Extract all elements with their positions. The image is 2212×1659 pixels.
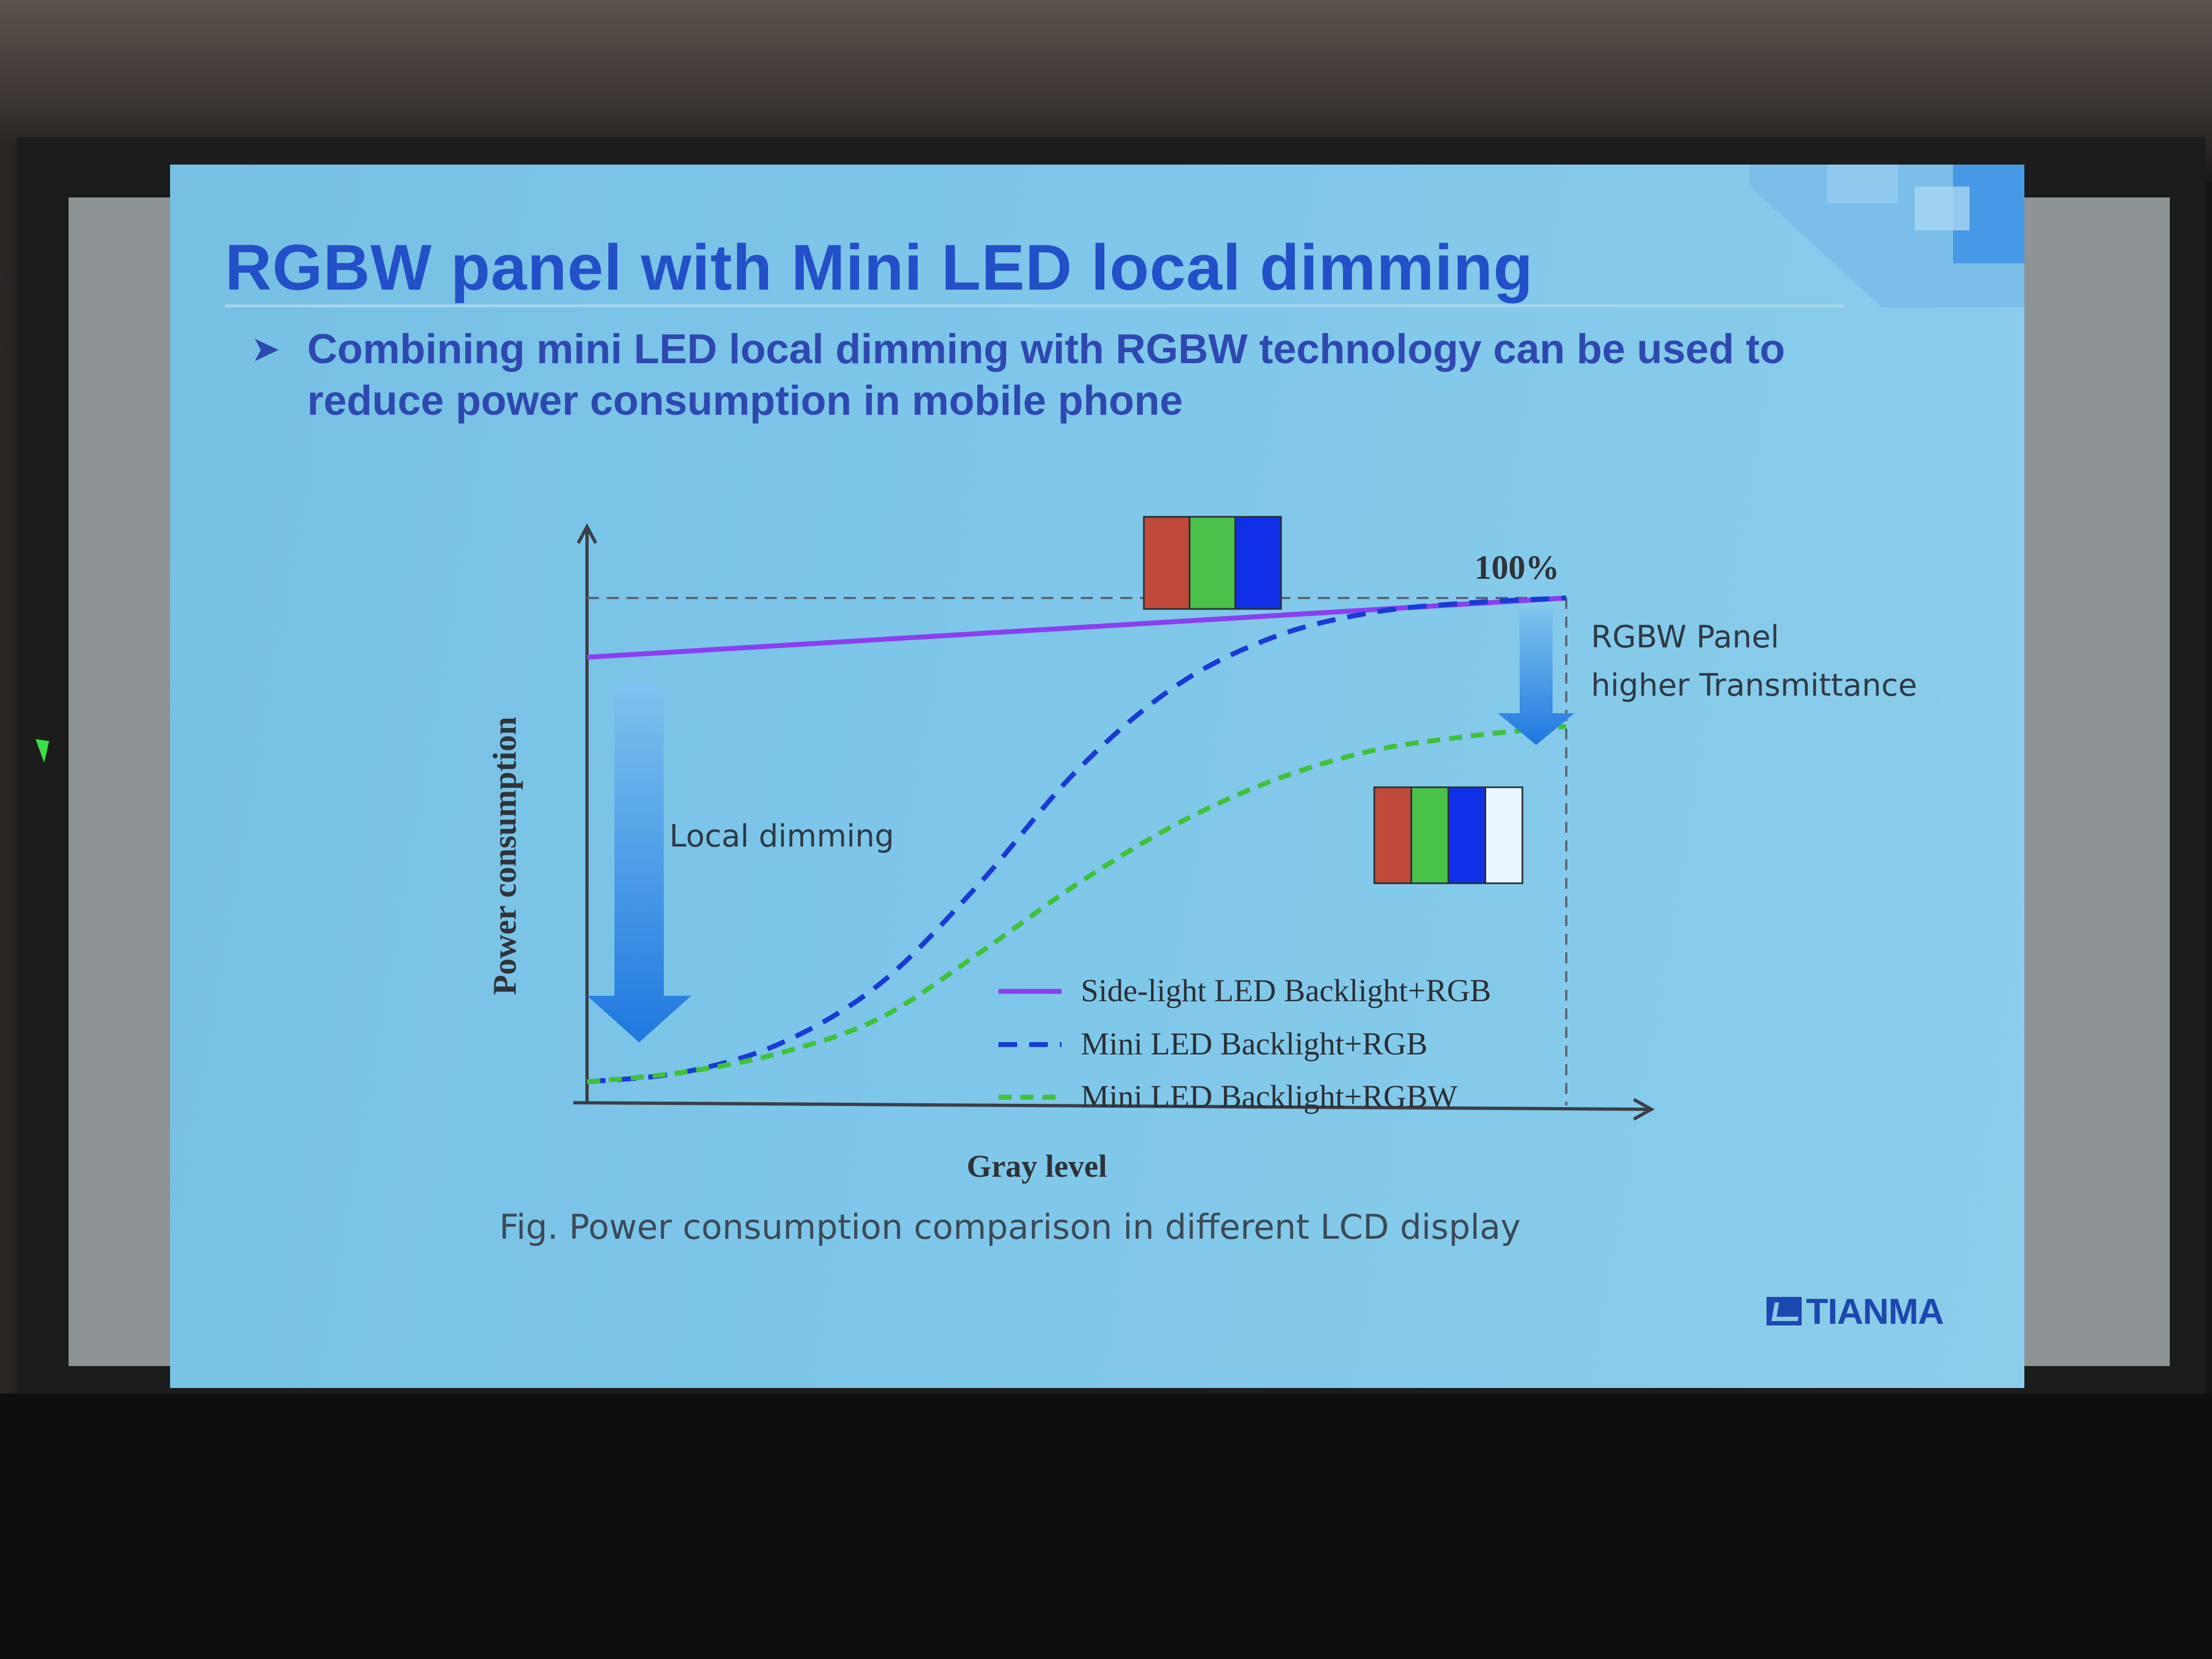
power-chart: Power consumption Gray level 100% Local dim… <box>487 516 1917 1184</box>
bullet-point: ➤ Combining mini LED local dimming with … <box>252 324 1843 427</box>
tianma-logo-icon <box>1767 1297 1802 1325</box>
legend-mini-led-rgbw-label: Mini LED Backlight+RGBW <box>1081 1079 1458 1114</box>
presentation-slide: RGBW panel with Mini LED local dimming ➤… <box>170 165 2024 1388</box>
x-axis-arrow-icon <box>1633 1098 1655 1121</box>
y-axis-arrow-icon <box>577 523 597 544</box>
y-axis-label: Power consumption <box>487 716 523 995</box>
x-axis <box>573 1101 1652 1111</box>
series-side-light-rgb <box>586 595 1567 660</box>
transmittance-arrow-icon <box>1498 609 1575 745</box>
rgbw-pixel-icon <box>1373 786 1523 884</box>
x-axis-label: Gray level <box>967 1148 1107 1184</box>
swatch-cell <box>1410 786 1449 884</box>
bullet-arrow-icon: ➤ <box>252 331 279 367</box>
title-divider <box>225 304 1843 307</box>
legend-mini-led-rgb-label: Mini LED Backlight+RGB <box>1081 1026 1427 1062</box>
swatch-cell <box>1447 786 1486 884</box>
slide-title: RGBW panel with Mini LED local dimming <box>225 232 1533 304</box>
series-mini-led-rgbw <box>586 724 1567 1085</box>
swatch-cell <box>1143 516 1190 610</box>
room-floor <box>0 1393 2212 1659</box>
legend-side-light-rgb-label: Side-light LED Backlight+RGB <box>1081 973 1491 1008</box>
bullet-line-2: reduce power consumption in mobile phone <box>307 377 1183 424</box>
figure-caption: Fig. Power consumption comparison in dif… <box>499 1207 1521 1247</box>
label-100-percent: 100% <box>1475 549 1560 586</box>
swatch-cell <box>1373 786 1412 884</box>
swatch-cell <box>1234 516 1282 610</box>
local-dimming-arrow-icon <box>587 683 691 1042</box>
transmittance-label: higher Transmittance <box>1591 668 1917 703</box>
bullet-line-1: Combining mini LED local dimming with RG… <box>307 326 1785 373</box>
tianma-logo-text: TIANMA <box>1806 1291 1944 1331</box>
rgb-pixel-icon <box>1143 516 1282 610</box>
corner-decoration <box>1750 165 2024 307</box>
series-mini-led-rgb <box>586 595 1567 1085</box>
tianma-logo: TIANMA <box>1767 1291 1944 1331</box>
swatch-cell <box>1188 516 1237 610</box>
swatch-cell <box>1485 786 1523 884</box>
local-dimming-label: Local dimming <box>669 819 894 854</box>
rgbw-panel-label: RGBW Panel <box>1591 619 1779 655</box>
